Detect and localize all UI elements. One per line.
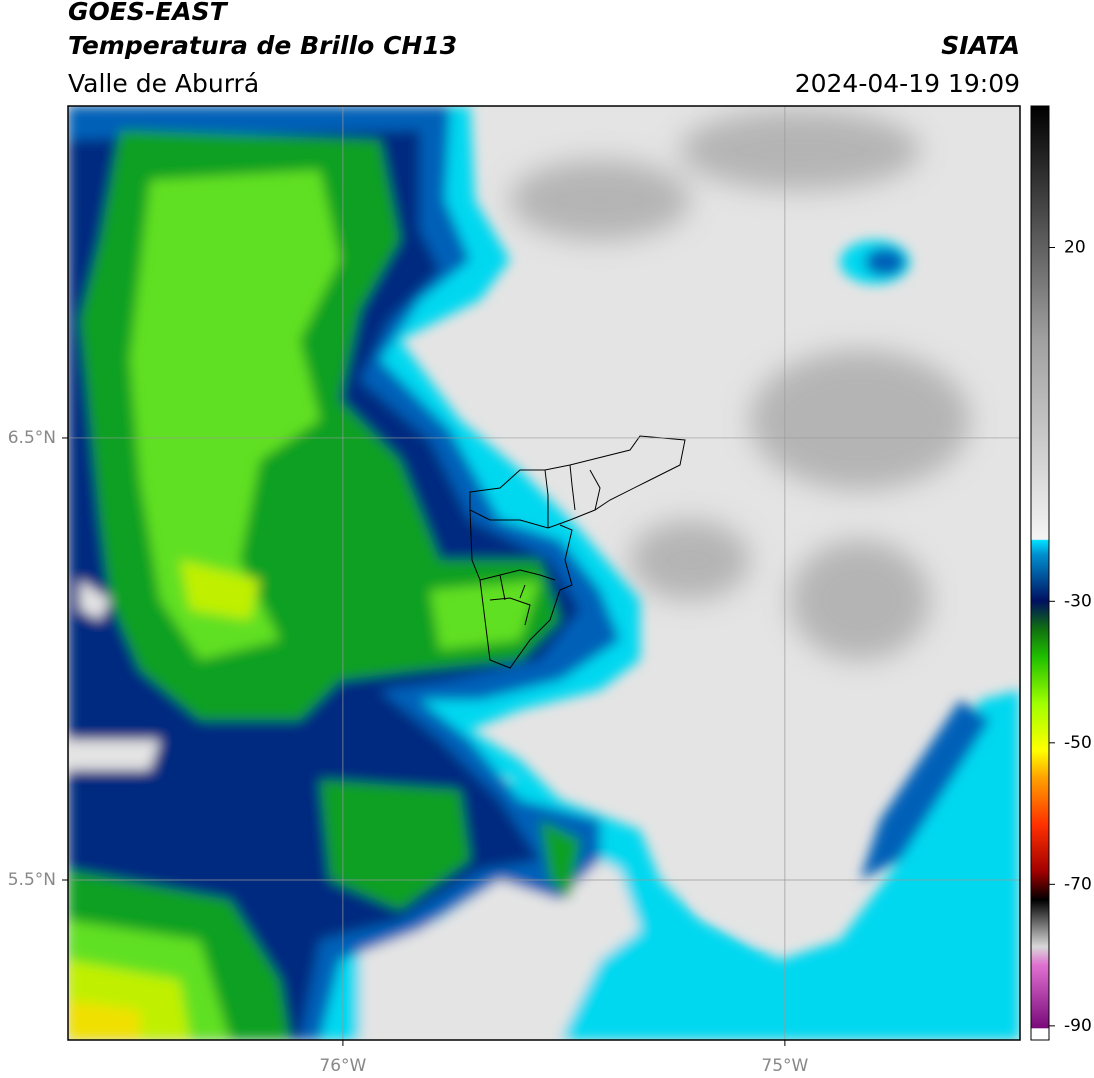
y-tick-label: 5.5°N [8, 870, 56, 890]
colorbar-tick-label: -50 [1064, 733, 1092, 753]
y-tick-label: 6.5°N [8, 428, 56, 448]
satellite-image [68, 106, 1020, 1040]
x-tick-label: 76°W [319, 1056, 366, 1076]
colorbar [1030, 105, 1050, 1041]
source: SIATA [941, 31, 1020, 60]
colorbar-tick-label: -90 [1064, 1016, 1092, 1036]
colorbar-tick-label: -70 [1064, 874, 1092, 894]
grid [68, 106, 1020, 1040]
colorbar-tick-label: -30 [1064, 591, 1092, 611]
colorbar-tick-label: 20 [1064, 238, 1086, 258]
map-frame [67, 105, 1021, 1041]
subtitle: Temperatura de Brillo CH13 [68, 31, 457, 60]
title: GOES-EAST [68, 0, 229, 26]
x-tick-label: 75°W [761, 1056, 808, 1076]
region: Valle de Aburrá [68, 69, 259, 98]
municipal-boundaries [469, 435, 686, 669]
timestamp: 2024-04-19 19:09 [795, 69, 1020, 98]
